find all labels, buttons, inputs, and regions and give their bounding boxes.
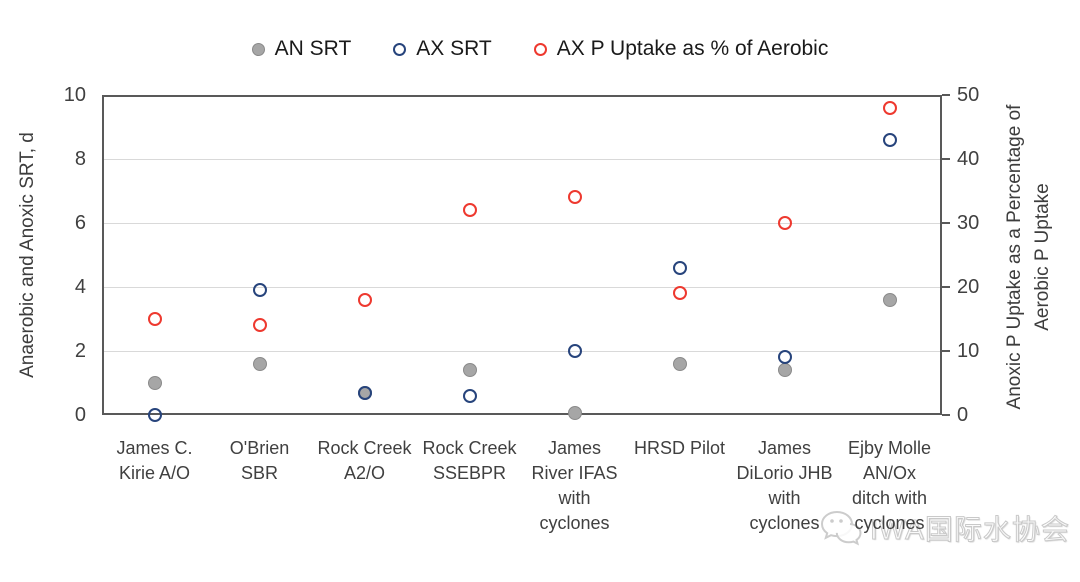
- legend-label: AN SRT: [274, 37, 352, 60]
- data-point: [357, 292, 372, 307]
- right-axis-tick-label: 50: [957, 84, 980, 106]
- legend-label: AX P Uptake as % of Aerobic: [556, 37, 829, 60]
- data-point: [777, 350, 792, 365]
- right-axis-tick-label: 30: [957, 212, 980, 234]
- right-axis-tick-mark: [942, 222, 950, 224]
- legend-label: AX SRT: [416, 37, 492, 60]
- left-axis-tick-label: 6: [74, 212, 86, 234]
- data-point: [147, 312, 162, 326]
- an-srt-marker-icon: [251, 42, 265, 56]
- left-axis-tick-label: 0: [74, 404, 86, 426]
- category-label: O'Brien SBR: [229, 438, 290, 483]
- data-point: [567, 190, 582, 205]
- gridline: [104, 223, 940, 224]
- gridline: [104, 159, 940, 160]
- right-axis-tick-mark: [942, 158, 950, 160]
- right-axis-title: Anoxic P Uptake as a Percentage of Aerob…: [1001, 105, 1057, 410]
- data-point: [882, 100, 897, 115]
- category-label: Ejby Molle AN/Ox ditch with cyclones: [847, 438, 932, 533]
- data-point: [672, 260, 687, 275]
- left-axis-tick-label: 10: [63, 84, 86, 106]
- category-label: James C. Kirie A/O: [116, 438, 193, 483]
- category-label: James DiLorio JHB with cyclones: [736, 438, 833, 533]
- data-point: [882, 132, 897, 147]
- left-axis-tick-label: 8: [74, 148, 86, 170]
- right-axis-title-line1: Anoxic P Uptake as a Percentage of: [1004, 104, 1025, 410]
- category-label: Rock Creek SSEBPR: [422, 438, 517, 483]
- category-label: James River IFAS with cyclones: [531, 438, 618, 533]
- gridline: [104, 287, 940, 288]
- data-point: [147, 376, 162, 390]
- data-point: [882, 292, 897, 307]
- legend-item-ax-srt: AX SRT: [393, 37, 492, 61]
- data-point: [672, 286, 687, 301]
- ax-p-uptake-marker-icon: [533, 42, 547, 56]
- right-axis-tick-label: 0: [957, 404, 969, 426]
- right-axis-tick-mark: [942, 286, 950, 288]
- data-point: [777, 363, 792, 378]
- data-point: [567, 406, 582, 421]
- legend-item-ax-p-uptake: AX P Uptake as % of Aerobic: [533, 37, 829, 61]
- data-point: [777, 216, 792, 230]
- right-axis-tick-mark: [942, 414, 950, 416]
- left-axis-tick-label: 2: [74, 340, 86, 362]
- ax-srt-marker-icon: [393, 42, 407, 56]
- right-axis-tick-mark: [942, 94, 950, 96]
- right-axis-tick-label: 20: [957, 276, 980, 298]
- data-point: [357, 385, 372, 400]
- data-point: [252, 356, 267, 371]
- data-point: [672, 356, 687, 371]
- data-point: [252, 318, 267, 333]
- data-point: [462, 203, 477, 218]
- legend-item-an-srt: AN SRT: [251, 37, 352, 61]
- data-point: [147, 408, 162, 422]
- data-point: [567, 344, 582, 358]
- category-label: Rock Creek A2/O: [317, 438, 412, 483]
- left-axis-title: Anaerobic and Anoxic SRT, d: [17, 132, 38, 378]
- category-label: HRSD Pilot: [633, 438, 726, 458]
- right-axis-tick-mark: [942, 350, 950, 352]
- plot-area: [102, 95, 942, 415]
- right-axis-tick-label: 40: [957, 148, 980, 170]
- chart-legend: AN SRT AX SRT AX P Uptake as % of Aerobi…: [0, 37, 1080, 61]
- left-axis-tick-label: 4: [74, 276, 86, 298]
- gridline: [104, 351, 940, 352]
- data-point: [462, 363, 477, 378]
- data-point: [252, 283, 267, 298]
- right-axis-tick-label: 10: [957, 340, 980, 362]
- right-axis-title-line2: Aerobic P Uptake: [1032, 183, 1053, 331]
- data-point: [462, 388, 477, 403]
